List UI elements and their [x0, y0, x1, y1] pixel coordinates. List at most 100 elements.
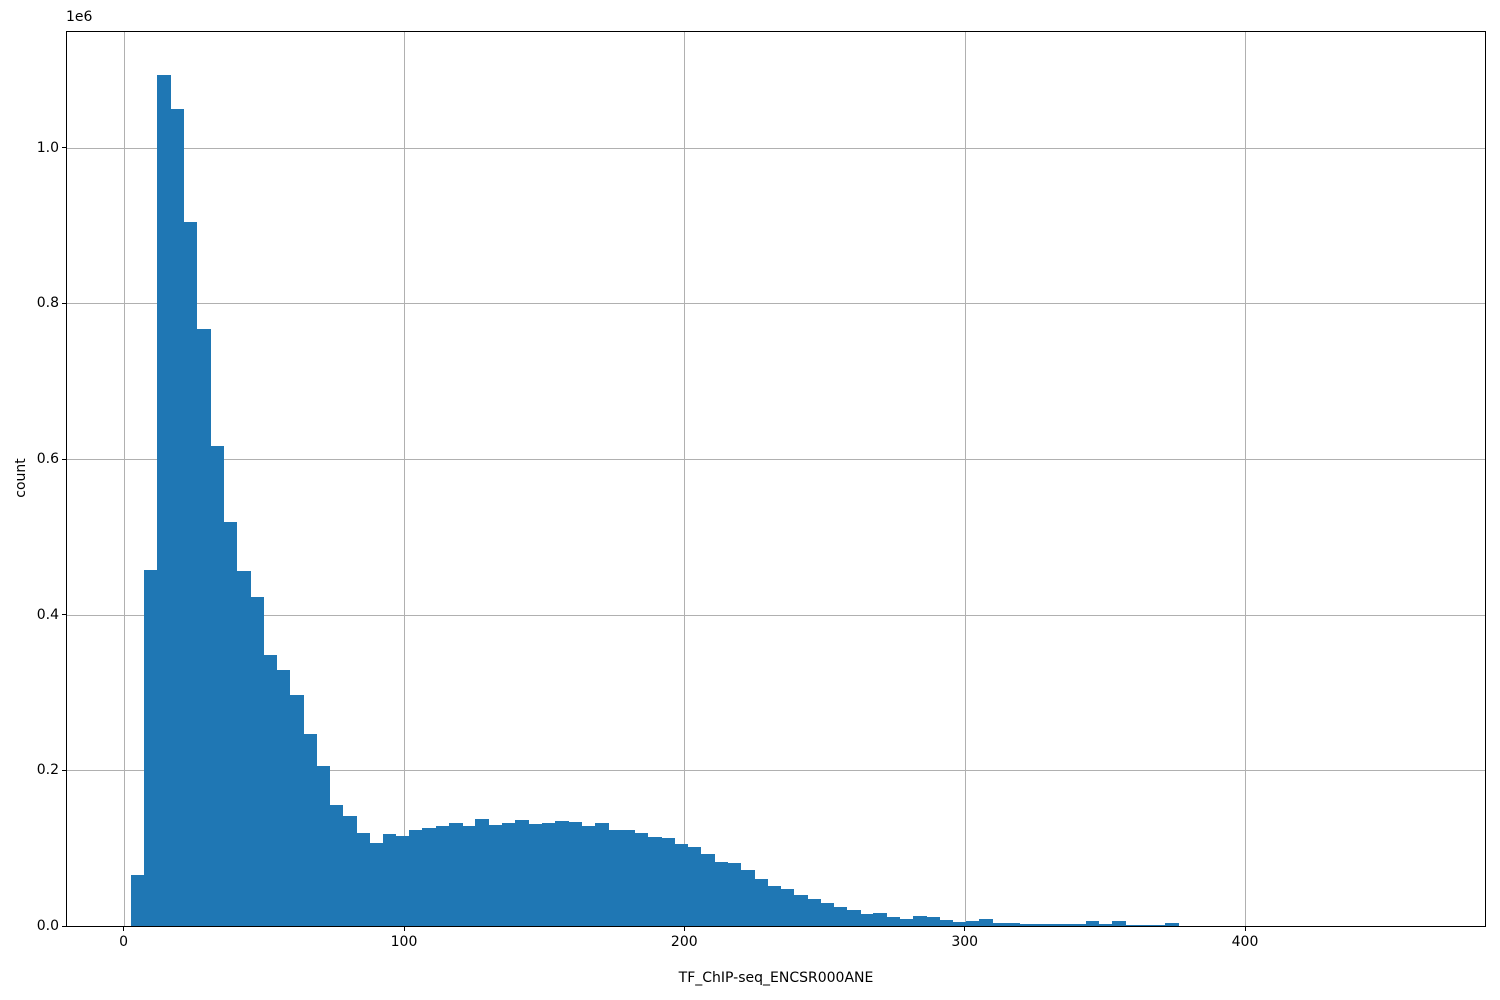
gridline-y — [67, 770, 1485, 772]
histogram-bar — [780, 889, 795, 926]
gridline-y — [67, 614, 1485, 616]
histogram-bar — [608, 829, 622, 926]
histogram-bar — [754, 879, 768, 926]
y-tick-mark — [62, 458, 66, 460]
histogram-bar — [250, 596, 264, 926]
gridline-x — [123, 32, 125, 926]
histogram-bar — [1138, 925, 1153, 926]
histogram-bar — [727, 862, 742, 926]
histogram-bar — [886, 916, 901, 926]
x-tick-label: 300 — [951, 934, 979, 950]
histogram-bar — [952, 922, 967, 926]
histogram-bar — [210, 445, 224, 926]
histogram-bar — [1006, 922, 1020, 926]
histogram-bar — [1112, 921, 1126, 926]
y-tick-mark — [62, 614, 66, 616]
histogram-bar — [382, 834, 397, 926]
histogram-bar — [647, 837, 662, 926]
histogram-bar — [807, 898, 821, 926]
histogram-bar — [1125, 924, 1140, 926]
gridline-x — [1245, 32, 1246, 926]
histogram-bar — [289, 694, 304, 926]
histogram-bar — [342, 815, 357, 926]
gridline-y — [67, 459, 1485, 460]
x-tick-mark — [1244, 927, 1246, 931]
y-tick-mark — [62, 302, 66, 304]
histogram-bar — [435, 826, 450, 926]
histogram-bar — [873, 912, 888, 926]
gridline-x — [404, 32, 405, 926]
gridline-x — [964, 32, 966, 926]
histogram-bar — [793, 894, 808, 926]
histogram-bar — [1098, 924, 1113, 926]
x-tick-mark — [403, 927, 405, 931]
histogram-bar — [687, 846, 702, 926]
histogram-bar — [700, 853, 715, 926]
y-tick-label: 0.4 — [36, 606, 59, 623]
histogram-bar — [555, 820, 569, 926]
histogram-bar — [143, 569, 158, 926]
histogram-bar — [422, 827, 437, 926]
gridline-x — [684, 32, 686, 926]
histogram-bar — [714, 862, 728, 926]
histogram-bar — [183, 221, 198, 926]
x-tick-mark — [964, 927, 966, 931]
histogram-bar — [1019, 923, 1034, 926]
histogram-bar — [263, 655, 278, 926]
histogram-bar — [1032, 923, 1047, 926]
histogram-bar — [899, 919, 914, 926]
histogram-bar — [528, 824, 543, 926]
histogram-bar — [939, 919, 954, 926]
histogram-bar — [488, 824, 503, 926]
histogram-bar — [833, 906, 848, 926]
y-tick-mark — [62, 769, 66, 771]
y-tick-label: 1.0 — [36, 139, 59, 156]
histogram-bar — [1059, 924, 1073, 926]
histogram-bar — [820, 902, 835, 926]
histogram-bar — [157, 74, 171, 926]
histogram-bar — [409, 829, 423, 926]
histogram-bar — [395, 835, 410, 926]
histogram-bar — [462, 826, 476, 926]
histogram-bar — [276, 669, 291, 926]
histogram-bar — [475, 819, 490, 926]
x-tick-mark — [123, 927, 125, 931]
gridline-y — [67, 303, 1485, 305]
y-tick-label: 0.2 — [36, 762, 59, 779]
histogram-bar — [581, 826, 596, 926]
histogram-bar — [1045, 924, 1060, 926]
histogram-bar — [926, 917, 941, 926]
y-tick-mark — [62, 147, 66, 149]
histogram-bar — [767, 885, 782, 926]
y-tick-label: 0.8 — [36, 295, 59, 312]
histogram-bar — [674, 843, 689, 926]
histogram-bar — [740, 869, 755, 926]
histogram-bar — [1165, 922, 1179, 926]
histogram-bar — [966, 921, 980, 926]
histogram-bar — [316, 766, 331, 926]
histogram-bar — [170, 108, 185, 926]
histogram-bar — [369, 842, 384, 926]
histogram-bar — [223, 522, 238, 926]
histogram-bar — [1151, 925, 1166, 926]
histogram-bar — [913, 915, 927, 926]
histogram-bar — [541, 822, 556, 926]
histogram-bar — [448, 822, 463, 926]
histogram-bar — [1072, 924, 1087, 926]
histogram-bar — [594, 823, 609, 926]
histogram-bar — [303, 733, 317, 926]
y-axis-offset-label: 1e6 — [66, 9, 93, 25]
x-tick-mark — [683, 927, 685, 931]
x-tick-label: 400 — [1231, 934, 1259, 950]
histogram-bar — [130, 874, 145, 926]
histogram-bar — [621, 830, 636, 926]
y-tick-label: 0.0 — [36, 918, 59, 934]
histogram-bar — [979, 919, 994, 926]
histogram-bar — [329, 805, 344, 926]
plot-area — [66, 31, 1486, 927]
x-axis-title: TF_ChIP-seq_ENCSR000ANE — [678, 970, 874, 986]
y-tick-label: 0.6 — [36, 451, 59, 467]
histogram-bar — [1085, 920, 1100, 926]
gridline-y — [67, 147, 1485, 149]
